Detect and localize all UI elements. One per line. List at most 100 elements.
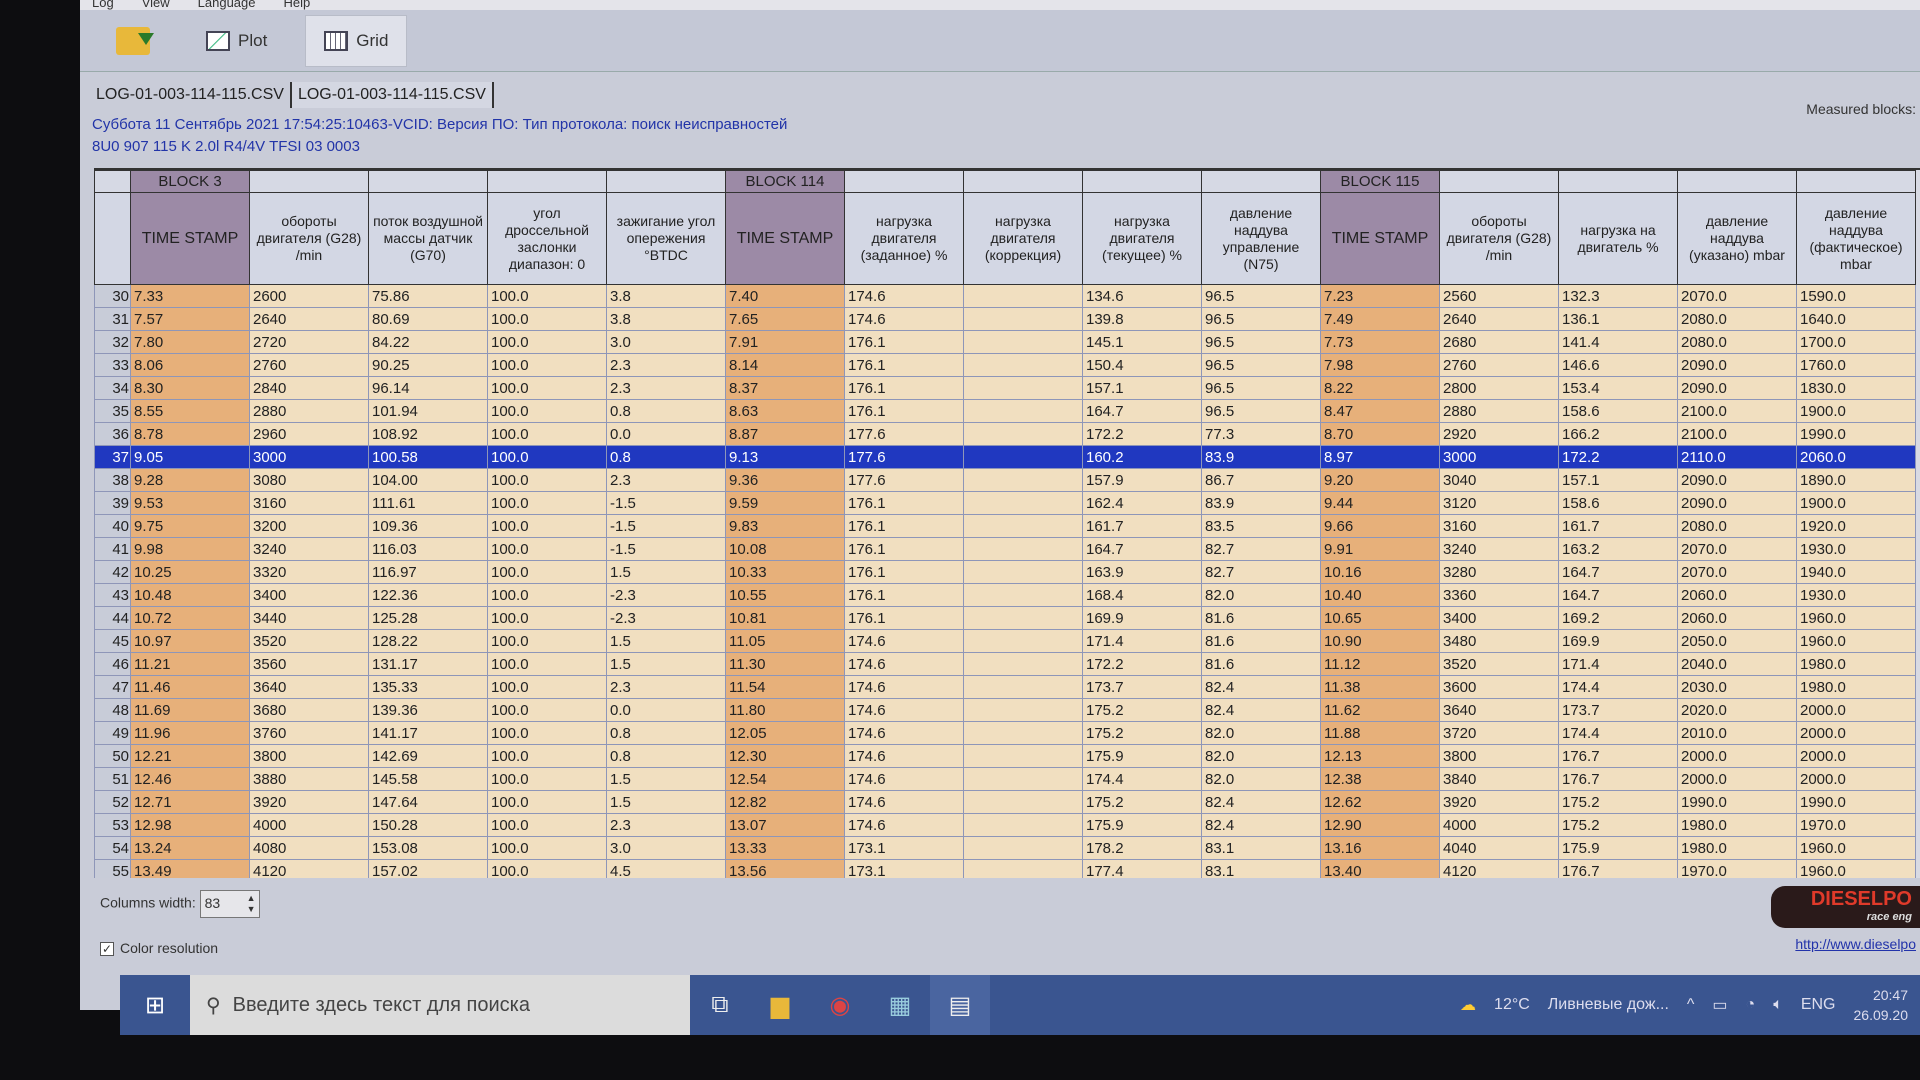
value-cell[interactable]: 174.6 bbox=[844, 675, 964, 699]
value-cell[interactable] bbox=[963, 698, 1083, 722]
chevron-up-icon[interactable]: ^ bbox=[1686, 996, 1695, 1013]
table-row[interactable]: 53 12.98 4000 150.28 100.0 2.3 13.07 174.6 175.9… bbox=[94, 813, 1916, 837]
value-cell[interactable]: 1640.0 bbox=[1796, 307, 1916, 331]
value-cell[interactable]: 100.0 bbox=[487, 307, 607, 331]
value-cell[interactable]: 100.0 bbox=[487, 583, 607, 607]
timestamp-cell[interactable]: 9.20 bbox=[1320, 468, 1440, 492]
value-cell[interactable]: 1980.0 bbox=[1796, 652, 1916, 676]
value-cell[interactable]: -1.5 bbox=[606, 537, 726, 561]
value-cell[interactable]: 161.7 bbox=[1082, 514, 1202, 538]
timestamp-cell[interactable]: 11.80 bbox=[725, 698, 845, 722]
column-header[interactable]: обороты двигателя (G28) /min bbox=[1439, 192, 1559, 285]
task-view-icon[interactable]: ⧉ bbox=[711, 991, 729, 1018]
timestamp-cell[interactable]: 10.90 bbox=[1320, 629, 1440, 653]
timestamp-cell[interactable]: 10.81 bbox=[725, 606, 845, 630]
value-cell[interactable]: 3.0 bbox=[606, 836, 726, 860]
value-cell[interactable]: 145.1 bbox=[1082, 330, 1202, 354]
value-cell[interactable]: 171.4 bbox=[1558, 652, 1678, 676]
tab-file-2[interactable]: LOG-01-003-114-115.CSV bbox=[291, 82, 494, 108]
value-cell[interactable]: 100.0 bbox=[487, 606, 607, 630]
value-cell[interactable]: 2880 bbox=[249, 399, 369, 423]
value-cell[interactable]: 2080.0 bbox=[1677, 307, 1797, 331]
value-cell[interactable]: 82.4 bbox=[1201, 698, 1321, 722]
value-cell[interactable]: 0.8 bbox=[606, 399, 726, 423]
value-cell[interactable]: 175.9 bbox=[1558, 836, 1678, 860]
value-cell[interactable] bbox=[963, 353, 1083, 377]
chrome-icon[interactable]: ◉ bbox=[829, 991, 851, 1019]
value-cell[interactable]: 176.1 bbox=[844, 537, 964, 561]
table-row[interactable]: 34 8.30 2840 96.14 100.0 2.3 8.37 176.1 157.1 96.… bbox=[94, 376, 1916, 400]
value-cell[interactable]: 84.22 bbox=[368, 330, 488, 354]
value-cell[interactable]: 163.2 bbox=[1558, 537, 1678, 561]
value-cell[interactable]: 175.9 bbox=[1082, 744, 1202, 768]
timestamp-cell[interactable]: 12.62 bbox=[1320, 790, 1440, 814]
row-number[interactable]: 47 bbox=[94, 675, 131, 699]
value-cell[interactable]: 4.5 bbox=[606, 859, 726, 878]
value-cell[interactable]: 3760 bbox=[249, 721, 369, 745]
row-number[interactable]: 30 bbox=[94, 284, 131, 308]
value-cell[interactable]: 178.2 bbox=[1082, 836, 1202, 860]
timestamp-cell[interactable]: 11.38 bbox=[1320, 675, 1440, 699]
column-header[interactable]: зажигание угол опережения °BTDC bbox=[606, 192, 726, 285]
value-cell[interactable]: 2.3 bbox=[606, 376, 726, 400]
value-cell[interactable]: 4120 bbox=[1439, 859, 1559, 878]
value-cell[interactable]: 2800 bbox=[1439, 376, 1559, 400]
value-cell[interactable] bbox=[963, 813, 1083, 837]
value-cell[interactable]: 3800 bbox=[249, 744, 369, 768]
value-cell[interactable] bbox=[963, 376, 1083, 400]
value-cell[interactable]: 2090.0 bbox=[1677, 491, 1797, 515]
column-header[interactable]: нагрузка двигателя (заданное) % bbox=[844, 192, 964, 285]
value-cell[interactable]: 2040.0 bbox=[1677, 652, 1797, 676]
value-cell[interactable]: 3200 bbox=[249, 514, 369, 538]
value-cell[interactable]: 81.6 bbox=[1201, 652, 1321, 676]
taskbar-search-box[interactable]: ⚲ Введите здесь текст для поиска bbox=[190, 975, 690, 1035]
value-cell[interactable] bbox=[963, 583, 1083, 607]
value-cell[interactable]: 100.0 bbox=[487, 629, 607, 653]
value-cell[interactable]: 1590.0 bbox=[1796, 284, 1916, 308]
table-row[interactable]: 45 10.97 3520 128.22 100.0 1.5 11.05 174.6 171.4… bbox=[94, 629, 1916, 653]
value-cell[interactable]: 3880 bbox=[249, 767, 369, 791]
value-cell[interactable]: 2090.0 bbox=[1677, 376, 1797, 400]
timestamp-cell[interactable]: 9.66 bbox=[1320, 514, 1440, 538]
value-cell[interactable]: -2.3 bbox=[606, 583, 726, 607]
timestamp-cell[interactable]: 8.55 bbox=[130, 399, 250, 423]
value-cell[interactable]: 2760 bbox=[1439, 353, 1559, 377]
timestamp-cell[interactable]: 10.97 bbox=[130, 629, 250, 653]
value-cell[interactable] bbox=[963, 330, 1083, 354]
value-cell[interactable]: 1830.0 bbox=[1796, 376, 1916, 400]
timestamp-cell[interactable]: 9.59 bbox=[725, 491, 845, 515]
value-cell[interactable]: 169.9 bbox=[1558, 629, 1678, 653]
value-cell[interactable]: 4120 bbox=[249, 859, 369, 878]
timestamp-cell[interactable]: 7.73 bbox=[1320, 330, 1440, 354]
timestamp-cell[interactable]: 7.65 bbox=[725, 307, 845, 331]
value-cell[interactable]: 168.4 bbox=[1082, 583, 1202, 607]
value-cell[interactable]: 100.0 bbox=[487, 445, 607, 469]
table-row[interactable]: 31 7.57 2640 80.69 100.0 3.8 7.65 174.6 139.8 96.… bbox=[94, 307, 1916, 331]
windows-start-icon[interactable]: ⊞ bbox=[144, 991, 166, 1019]
value-cell[interactable]: 1960.0 bbox=[1796, 629, 1916, 653]
value-cell[interactable]: 3000 bbox=[249, 445, 369, 469]
weather-temp[interactable]: 12°C bbox=[1494, 996, 1530, 1013]
timestamp-cell[interactable]: 7.33 bbox=[130, 284, 250, 308]
value-cell[interactable]: 100.58 bbox=[368, 445, 488, 469]
value-cell[interactable]: 1760.0 bbox=[1796, 353, 1916, 377]
row-number[interactable]: 36 bbox=[94, 422, 131, 446]
value-cell[interactable]: 83.9 bbox=[1201, 445, 1321, 469]
timestamp-cell[interactable]: 12.82 bbox=[725, 790, 845, 814]
row-number[interactable]: 44 bbox=[94, 606, 131, 630]
value-cell[interactable]: 171.4 bbox=[1082, 629, 1202, 653]
timestamp-cell[interactable]: 12.46 bbox=[130, 767, 250, 791]
timestamp-cell[interactable]: 13.49 bbox=[130, 859, 250, 878]
value-cell[interactable]: 177.4 bbox=[1082, 859, 1202, 878]
value-cell[interactable]: 100.0 bbox=[487, 767, 607, 791]
value-cell[interactable] bbox=[963, 721, 1083, 745]
value-cell[interactable]: 111.61 bbox=[368, 491, 488, 515]
value-cell[interactable]: 2060.0 bbox=[1796, 445, 1916, 469]
value-cell[interactable]: 2070.0 bbox=[1677, 284, 1797, 308]
value-cell[interactable] bbox=[963, 560, 1083, 584]
value-cell[interactable]: 177.6 bbox=[844, 422, 964, 446]
value-cell[interactable]: 3320 bbox=[249, 560, 369, 584]
value-cell[interactable]: 1960.0 bbox=[1796, 859, 1916, 878]
value-cell[interactable]: 1990.0 bbox=[1796, 422, 1916, 446]
table-row[interactable]: 50 12.21 3800 142.69 100.0 0.8 12.30 174.6 175.9… bbox=[94, 744, 1916, 768]
